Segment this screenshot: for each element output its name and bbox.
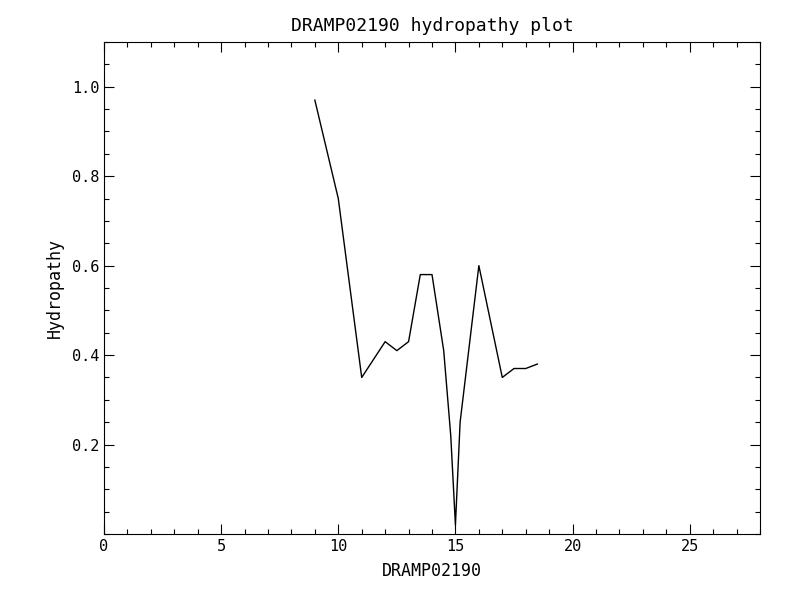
- Title: DRAMP02190 hydropathy plot: DRAMP02190 hydropathy plot: [290, 17, 574, 35]
- X-axis label: DRAMP02190: DRAMP02190: [382, 562, 482, 580]
- Y-axis label: Hydropathy: Hydropathy: [46, 238, 63, 338]
